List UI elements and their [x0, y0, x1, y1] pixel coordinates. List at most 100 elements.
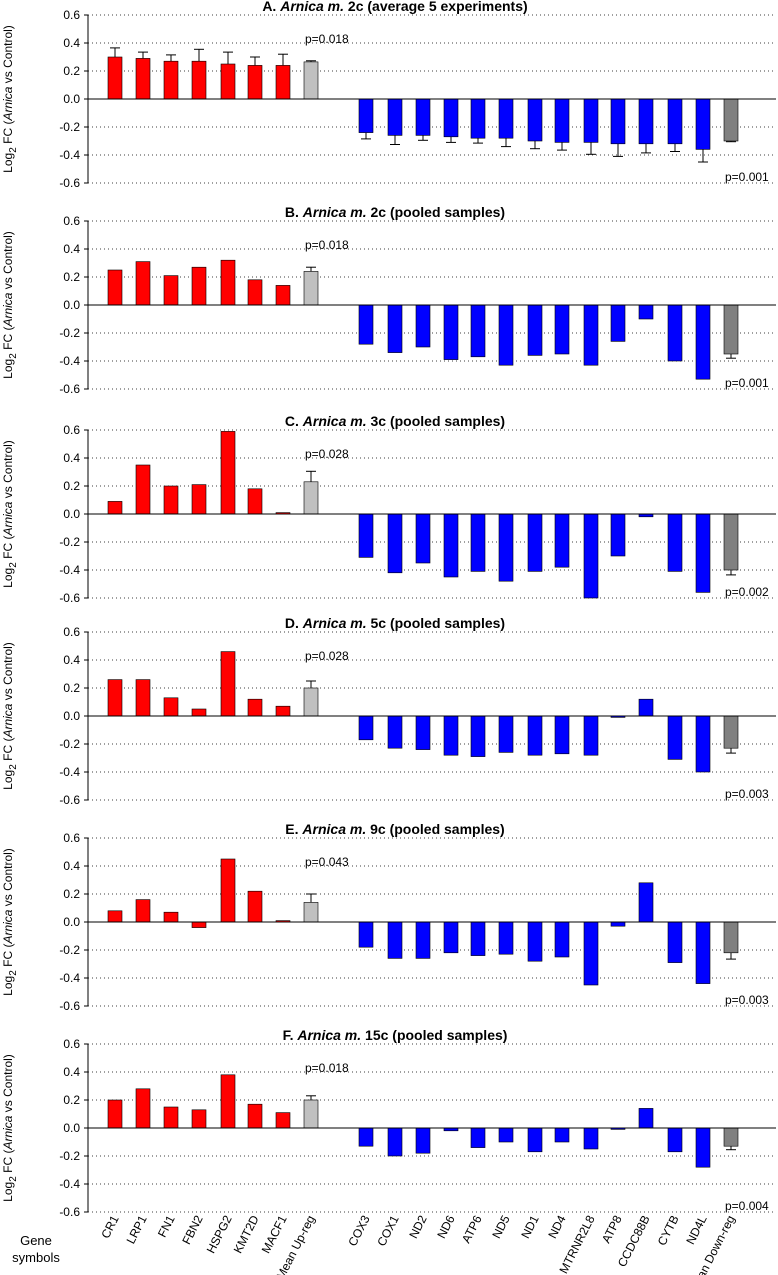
- bar: [107, 501, 123, 515]
- bar: [443, 921, 459, 954]
- bar: [667, 715, 683, 760]
- bar: [191, 484, 207, 515]
- bar: [415, 1127, 431, 1154]
- bar: [387, 98, 403, 136]
- gene-label: Gene: [20, 1233, 52, 1248]
- bar: [163, 697, 179, 717]
- bar: [358, 513, 374, 558]
- p-value-up: p=0.028: [305, 649, 349, 663]
- bar: [443, 98, 459, 138]
- panel-a: A. Arnica m. 2c (average 5 experiments) 0…: [1, 0, 776, 190]
- bar: [415, 715, 431, 750]
- bar: [135, 58, 151, 100]
- y-tick-label: 0.0: [63, 92, 80, 106]
- y-tick-label: 0.2: [63, 64, 80, 78]
- x-tick-label: COX1: [374, 1213, 401, 1249]
- bar: [387, 304, 403, 353]
- x-tick-label: LRP1: [124, 1213, 150, 1246]
- bar: [554, 304, 570, 355]
- y-tick-label: -0.2: [59, 120, 80, 134]
- x-tick-label: ND6: [434, 1213, 458, 1241]
- bar: [247, 890, 263, 923]
- bar: [443, 304, 459, 360]
- y-tick-label: 0.4: [63, 36, 80, 50]
- bar: [387, 1127, 403, 1157]
- bar: [554, 921, 570, 958]
- p-value-up: p=0.018: [305, 1061, 349, 1075]
- y-tick-label: -0.4: [59, 563, 80, 577]
- y-axis-label: Log2 FC (Arnica vs Control): [1, 440, 19, 588]
- bar: [723, 1127, 739, 1147]
- y-axis-label: Log2 FC (Arnica vs Control): [1, 848, 19, 996]
- bar: [554, 715, 570, 755]
- bar: [191, 60, 207, 100]
- bar: [723, 513, 739, 571]
- bar: [667, 921, 683, 963]
- bar: [247, 1103, 263, 1129]
- bar: [220, 431, 236, 515]
- y-tick-label: 0.2: [63, 479, 80, 493]
- bar: [220, 63, 236, 100]
- x-tick-label: ATP6: [459, 1213, 485, 1246]
- y-tick-label: -0.6: [59, 793, 80, 807]
- y-tick-label: 0.0: [63, 1121, 80, 1135]
- x-tick-label: CYTB: [655, 1213, 682, 1248]
- bar: [163, 275, 179, 306]
- bar: [191, 708, 207, 717]
- y-tick-label: -0.6: [59, 176, 80, 190]
- bar: [443, 513, 459, 578]
- bar: [303, 1099, 319, 1129]
- y-tick-label: -0.6: [59, 382, 80, 396]
- bar: [303, 902, 319, 923]
- bar: [695, 1127, 711, 1168]
- y-tick-label: 0.4: [63, 451, 80, 465]
- x-tick-label: ND4L: [683, 1213, 710, 1247]
- bar: [470, 304, 486, 358]
- y-tick-label: 0.6: [63, 831, 80, 845]
- y-tick-label: -0.2: [59, 943, 80, 957]
- bar: [583, 921, 599, 986]
- bar: [191, 266, 207, 306]
- bar: [583, 98, 599, 143]
- bar: [303, 687, 319, 717]
- p-value-up: p=0.018: [305, 238, 349, 252]
- y-tick-label: 0.0: [63, 507, 80, 521]
- bar: [583, 513, 599, 599]
- bar: [638, 698, 654, 717]
- bar: [387, 513, 403, 574]
- y-tick-label: 0.4: [63, 653, 80, 667]
- p-value-up: p=0.018: [305, 32, 349, 46]
- bar: [554, 1127, 570, 1143]
- y-tick-label: -0.4: [59, 148, 80, 162]
- bar: [107, 269, 123, 306]
- bar: [695, 98, 711, 150]
- y-tick-label: -0.4: [59, 765, 80, 779]
- bar: [247, 279, 263, 306]
- bar: [107, 56, 123, 100]
- bar: [610, 304, 626, 342]
- y-tick-label: -0.2: [59, 326, 80, 340]
- bar: [723, 715, 739, 749]
- bar: [107, 679, 123, 717]
- x-tick-label: ND5: [489, 1213, 513, 1241]
- bar: [498, 921, 514, 955]
- bar: [498, 513, 514, 582]
- bar: [275, 705, 291, 717]
- bar: [135, 679, 151, 717]
- y-tick-label: 0.4: [63, 1065, 80, 1079]
- bar: [470, 513, 486, 572]
- x-tick-label: ND2: [406, 1213, 430, 1241]
- y-axis-label: Log2 FC (Arnica vs Control): [1, 231, 19, 379]
- bar: [610, 921, 626, 927]
- bar: [163, 485, 179, 515]
- x-tick-label: ATP8: [599, 1213, 625, 1246]
- bar: [470, 715, 486, 757]
- p-value-down: p=0.002: [725, 585, 769, 599]
- x-tick-label: COX3: [345, 1213, 372, 1249]
- bar: [667, 513, 683, 572]
- bar: [107, 1099, 123, 1129]
- bar: [415, 98, 431, 136]
- bar: [358, 1127, 374, 1147]
